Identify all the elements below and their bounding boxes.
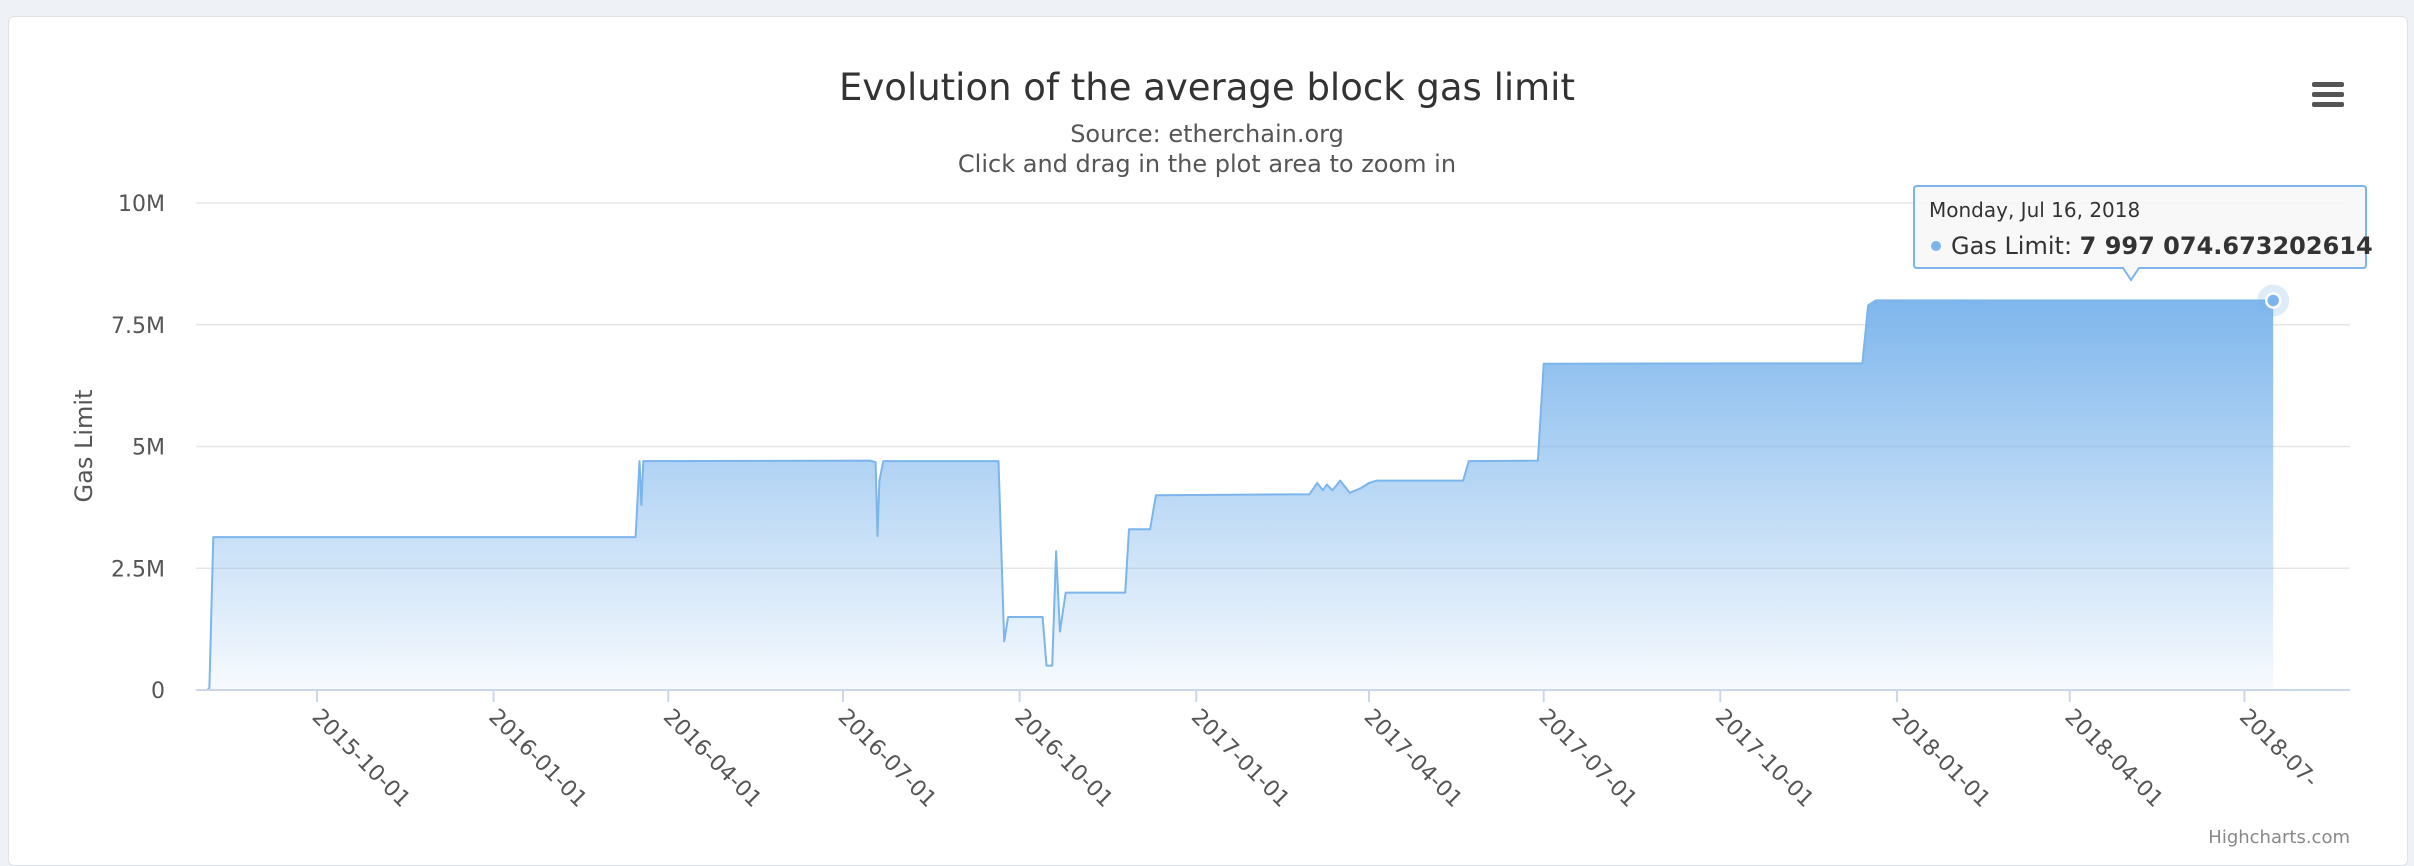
x-tick-label: 2017-10-01 bbox=[1710, 705, 1818, 813]
tooltip-separator: : bbox=[2064, 232, 2080, 260]
x-tick-label: 2016-10-01 bbox=[1009, 705, 1117, 813]
x-tick-label: 2017-04-01 bbox=[1359, 705, 1467, 813]
x-tick-label: 2016-01-01 bbox=[483, 705, 591, 813]
x-tick-label: 2018-07- bbox=[2234, 705, 2322, 793]
hamburger-menu-icon bbox=[2312, 82, 2344, 107]
y-tick-label: 7.5M bbox=[111, 314, 165, 339]
x-tick-label: 2018-04-01 bbox=[2059, 705, 2167, 813]
hover-point-marker[interactable] bbox=[2264, 292, 2282, 309]
x-tick-label: 2017-01-01 bbox=[1186, 705, 1294, 813]
x-tick-label: 2017-07-01 bbox=[1533, 705, 1641, 813]
tooltip-date: Monday, Jul 16, 2018 bbox=[1929, 198, 2140, 222]
credits-link[interactable]: Highcharts.com bbox=[2208, 827, 2350, 848]
series-line bbox=[196, 299, 2274, 691]
y-axis-title: Gas Limit bbox=[70, 390, 98, 503]
y-tick-label: 10M bbox=[118, 192, 165, 217]
chart-subtitle-zoom-hint: Click and drag in the plot area to zoom … bbox=[958, 150, 1456, 178]
y-tick-label: 2.5M bbox=[111, 557, 165, 582]
x-tick-label: 2018-01-01 bbox=[1887, 705, 1995, 813]
x-tick-label: 2015-10-01 bbox=[307, 705, 415, 813]
x-tick-label: 2016-04-01 bbox=[658, 705, 766, 813]
chart-subtitle-source: Source: etherchain.org bbox=[1070, 120, 1344, 148]
y-tick-label: 0 bbox=[151, 679, 165, 704]
tooltip-series-name: Gas Limit bbox=[1951, 232, 2064, 260]
tooltip-series-label: Gas Limit: 7 997 074.673202614 bbox=[1951, 232, 2373, 260]
y-tick-label: 5M bbox=[132, 436, 165, 461]
tooltip-box bbox=[1913, 185, 2367, 282]
chart-title: Evolution of the average block gas limit bbox=[839, 66, 1575, 109]
x-tick-label: 2016-07-01 bbox=[833, 705, 941, 813]
tooltip-series-dot bbox=[1931, 241, 1941, 251]
plot-layer[interactable] bbox=[196, 284, 2290, 691]
tooltip-value: 7 997 074.673202614 bbox=[2080, 232, 2373, 260]
tooltip: Monday, Jul 16, 2018 Gas Limit: 7 997 074… bbox=[1913, 185, 2373, 282]
export-menu-button[interactable] bbox=[2304, 72, 2348, 116]
